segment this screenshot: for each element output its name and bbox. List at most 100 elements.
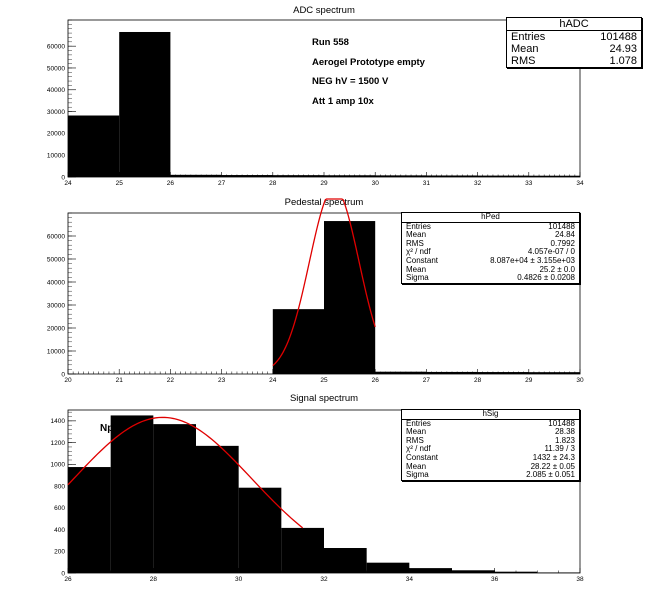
chart-title: Signal spectrum xyxy=(290,393,358,404)
stats-row: Mean 25.2 ± 0.0 xyxy=(402,264,579,275)
attenuation-label: Att 1 amp 10x xyxy=(312,96,374,107)
stats-row: Mean 28.22 ± 0.05 xyxy=(402,461,579,472)
x-tick-label: 20 xyxy=(64,377,72,384)
y-tick-label: 1400 xyxy=(51,418,66,425)
stats-value: 101488 xyxy=(600,31,637,43)
run-label: Run 558 xyxy=(312,37,349,48)
x-tick-label: 30 xyxy=(372,180,380,187)
stats-value: 8.087e+04 ± 3.155e+03 xyxy=(490,255,575,265)
y-tick-label: 1000 xyxy=(51,462,66,469)
y-tick-label: 60000 xyxy=(47,233,65,240)
stats-box-hped: hPed Entries 101488 Mean 24.84 RMS 0.7992 χ… xyxy=(401,212,580,284)
y-tick-label: 10000 xyxy=(47,152,65,159)
stats-row: Mean 24.84 xyxy=(402,231,579,240)
x-tick-label: 29 xyxy=(320,180,328,187)
y-tick-label: 30000 xyxy=(47,302,65,309)
stats-label: Sigma xyxy=(406,470,429,480)
x-tick-label: 25 xyxy=(116,180,124,187)
y-tick-label: 600 xyxy=(54,505,65,512)
prototype-label: Aerogel Prototype empty xyxy=(312,57,425,68)
stats-label: RMS xyxy=(511,55,536,67)
stats-value: 11.39 / 3 xyxy=(544,444,575,454)
stats-box-title: hSig xyxy=(402,409,579,420)
y-tick-label: 30000 xyxy=(47,109,65,116)
histogram-bar xyxy=(153,424,196,573)
stats-value: 1.823 xyxy=(554,435,575,445)
x-tick-label: 28 xyxy=(269,180,277,187)
stats-box-hadc: hADC Entries 101488 Mean 24.93 RMS 1.078 xyxy=(506,17,642,68)
stats-row: Sigma 0.4826 ± 0.0208 xyxy=(402,274,579,283)
chart-title: ADC spectrum xyxy=(293,5,355,16)
stats-value: 28.38 xyxy=(554,427,575,437)
histogram-bar xyxy=(110,415,154,573)
y-tick-label: 20000 xyxy=(47,325,65,332)
histogram-bar xyxy=(272,309,324,374)
y-tick-label: 60000 xyxy=(47,43,65,50)
y-tick-label: 0 xyxy=(61,371,65,378)
fit-curve xyxy=(272,198,376,367)
stats-value: 0.4826 ± 0.0208 xyxy=(517,273,575,283)
stats-row: RMS 0.7992 xyxy=(402,238,579,249)
stats-value: 2.085 ± 0.051 xyxy=(526,470,575,480)
x-tick-label: 24 xyxy=(269,377,277,384)
stats-label: Constant xyxy=(406,255,439,265)
stats-row: χ² / ndf 4.057e-07 / 0 xyxy=(402,248,579,257)
histogram-bar xyxy=(366,562,410,573)
stats-label: RMS xyxy=(406,238,424,248)
stats-row-mean: Mean 24.93 xyxy=(507,43,641,55)
y-tick-label: 40000 xyxy=(47,279,65,286)
x-tick-label: 23 xyxy=(218,377,226,384)
stats-row: Entries 101488 xyxy=(402,221,579,232)
stats-row: Mean 28.38 xyxy=(402,428,579,437)
stats-box-hsig: hSig Entries 101488 Mean 28.38 RMS 1.823 χ²… xyxy=(401,409,580,481)
x-tick-label: 26 xyxy=(64,576,72,583)
y-tick-label: 1200 xyxy=(51,440,66,447)
stats-row-entries: Entries 101488 xyxy=(507,31,641,43)
histogram-bar xyxy=(196,445,239,573)
stats-label: χ² / ndf xyxy=(406,247,431,257)
x-tick-label: 34 xyxy=(406,576,414,583)
stats-value: 28.22 ± 0.05 xyxy=(530,461,575,471)
stats-value: 24.93 xyxy=(609,43,637,55)
y-tick-label: 200 xyxy=(54,549,65,556)
x-tick-label: 38 xyxy=(576,576,584,583)
stats-box-title: hADC xyxy=(507,18,641,31)
y-tick-label: 50000 xyxy=(47,65,65,72)
x-tick-label: 36 xyxy=(491,576,499,583)
x-tick-label: 30 xyxy=(576,377,584,384)
stats-label: χ² / ndf xyxy=(406,444,431,454)
y-tick-label: 400 xyxy=(54,527,65,534)
stats-label: Entries xyxy=(511,31,546,43)
y-tick-label: 10000 xyxy=(47,348,65,355)
stats-value: 4.057e-07 / 0 xyxy=(527,247,575,257)
stats-label: Mean xyxy=(406,461,427,471)
histogram-bar xyxy=(119,31,171,177)
x-tick-label: 21 xyxy=(116,377,124,384)
stats-label: Mean xyxy=(406,264,427,274)
x-tick-label: 31 xyxy=(423,180,431,187)
stats-value: 101488 xyxy=(548,221,575,231)
y-tick-label: 0 xyxy=(61,174,65,181)
stats-box-title: hPed xyxy=(402,212,579,223)
histogram-bar xyxy=(68,115,120,177)
stats-label: Mean xyxy=(406,427,427,437)
stats-label: Entries xyxy=(406,221,431,231)
histogram-bar xyxy=(324,548,367,573)
stats-row: Constant 8.087e+04 ± 3.155e+03 xyxy=(402,255,579,266)
fit-curve xyxy=(67,416,304,529)
stats-label: Mean xyxy=(511,43,539,55)
stats-row: RMS 1.823 xyxy=(402,435,579,446)
x-tick-label: 28 xyxy=(474,377,482,384)
y-tick-label: 800 xyxy=(54,483,65,490)
x-tick-label: 22 xyxy=(167,377,175,384)
stats-row: χ² / ndf 11.39 / 3 xyxy=(402,445,579,454)
x-tick-label: 26 xyxy=(167,180,175,187)
x-tick-label: 32 xyxy=(474,180,482,187)
y-tick-label: 0 xyxy=(61,570,65,577)
histogram-bar xyxy=(68,467,111,573)
histogram-bar xyxy=(238,487,282,573)
x-tick-label: 33 xyxy=(525,180,533,187)
stats-row: Sigma 2.085 ± 0.051 xyxy=(402,471,579,480)
stats-label: Constant xyxy=(406,452,439,462)
